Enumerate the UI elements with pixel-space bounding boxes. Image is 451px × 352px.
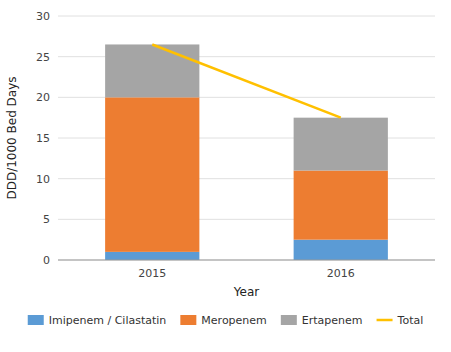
grid-line [58, 16, 435, 17]
x-axis-line [58, 260, 435, 261]
legend-item: Meropenem [180, 314, 266, 327]
legend-item: Ertapenem [281, 314, 363, 327]
bar-segment [105, 44, 199, 97]
bar-segment [294, 240, 388, 260]
y-tick-label: 0 [43, 254, 50, 267]
chart: 0 5 10 15 20 25 30 2015 2016 Year DDD/1000 Bed Day… [0, 0, 451, 352]
marks [105, 44, 388, 260]
bar-segment [105, 252, 199, 260]
y-tick-label: 5 [43, 213, 50, 226]
legend-label: Imipenem / Cilastatin [49, 314, 167, 327]
legend-label: Ertapenem [302, 314, 363, 327]
legend: Imipenem / Cilastatin Meropenem Ertapenem T… [28, 314, 424, 327]
chart-container: 0 5 10 15 20 25 30 2015 2016 Year DDD/1000 Bed Day… [0, 0, 451, 352]
y-tick-label: 10 [36, 173, 50, 186]
legend-item: Total [377, 314, 424, 327]
y-tick-label: 20 [36, 91, 50, 104]
legend-swatch [28, 315, 44, 325]
y-tick-label: 25 [36, 51, 50, 64]
y-tick-label: 15 [36, 132, 50, 145]
bar-segment [294, 118, 388, 171]
legend-label: Total [397, 314, 424, 327]
line [152, 44, 341, 117]
bar-segment [105, 97, 199, 252]
x-tick-label: 2016 [327, 267, 355, 280]
grid-line [58, 260, 435, 261]
legend-label: Meropenem [201, 314, 266, 327]
bar-segment [294, 171, 388, 240]
legend-swatch [180, 315, 196, 325]
legend-swatch [377, 319, 393, 322]
legend-swatch [281, 315, 297, 325]
legend-item: Imipenem / Cilastatin [28, 314, 167, 327]
grid [58, 16, 435, 260]
y-axis-label: DDD/1000 Bed Days [5, 76, 19, 199]
x-axis-label: Year [233, 285, 259, 299]
y-tick-label: 30 [36, 10, 50, 23]
x-tick-label: 2015 [138, 267, 166, 280]
